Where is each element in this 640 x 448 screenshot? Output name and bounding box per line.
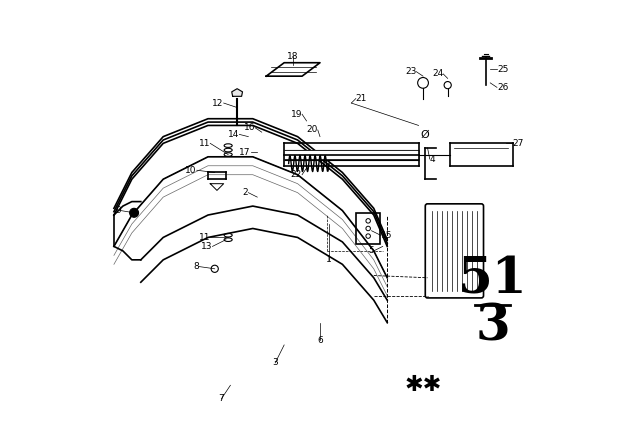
FancyBboxPatch shape (425, 204, 484, 298)
Ellipse shape (224, 144, 232, 147)
Text: 8: 8 (193, 262, 199, 271)
Text: 6: 6 (317, 336, 323, 345)
Text: 3: 3 (273, 358, 278, 367)
Text: 5: 5 (368, 246, 374, 255)
Text: 16: 16 (244, 123, 255, 132)
Text: 25: 25 (497, 65, 508, 74)
Text: ✱✱: ✱✱ (404, 375, 442, 395)
Ellipse shape (224, 153, 232, 156)
Text: 19: 19 (291, 110, 302, 119)
Text: 4: 4 (430, 155, 435, 164)
Polygon shape (232, 89, 243, 96)
Text: 51: 51 (458, 255, 527, 305)
Text: 10: 10 (186, 166, 197, 175)
Text: 12: 12 (212, 99, 224, 108)
Text: 26: 26 (497, 83, 508, 92)
Text: 20: 20 (307, 125, 317, 134)
Text: 11: 11 (199, 233, 210, 242)
Text: 21: 21 (356, 94, 367, 103)
Bar (356, 213, 380, 244)
Ellipse shape (224, 233, 232, 237)
Text: 22: 22 (291, 170, 302, 179)
Text: 9: 9 (115, 206, 121, 215)
Text: Ø: Ø (421, 129, 429, 139)
Text: 13: 13 (201, 242, 212, 251)
Text: 24: 24 (432, 69, 443, 78)
Ellipse shape (224, 238, 232, 241)
Text: 1: 1 (326, 255, 332, 264)
Text: 11: 11 (199, 139, 210, 148)
Text: 27: 27 (513, 139, 524, 148)
Text: 7: 7 (219, 394, 224, 403)
Text: 23: 23 (405, 67, 417, 76)
Text: 15: 15 (380, 231, 392, 240)
Text: 14: 14 (228, 130, 239, 139)
Text: 17: 17 (239, 148, 251, 157)
Text: 2: 2 (243, 188, 248, 197)
Ellipse shape (224, 148, 232, 152)
Text: 18: 18 (287, 52, 299, 60)
Circle shape (130, 208, 139, 217)
Text: 3: 3 (475, 302, 510, 352)
